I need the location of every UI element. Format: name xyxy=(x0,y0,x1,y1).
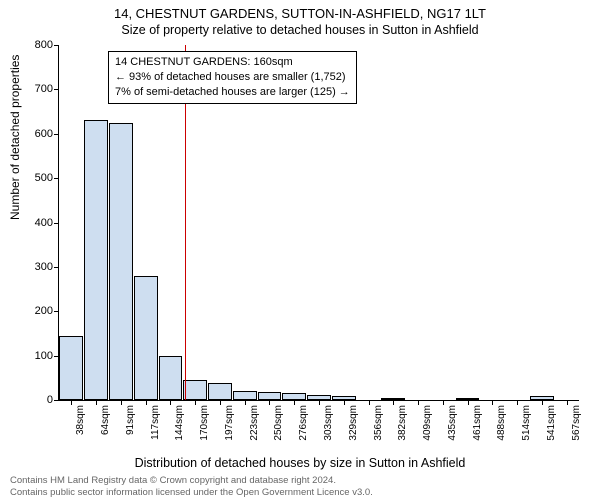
x-tick-mark xyxy=(393,400,394,405)
y-tick-mark xyxy=(54,223,59,224)
x-axis-label: Distribution of detached houses by size … xyxy=(0,456,600,470)
y-tick-label: 300 xyxy=(19,261,53,273)
x-tick-mark xyxy=(245,400,246,405)
x-tick-mark xyxy=(443,400,444,405)
x-tick-label: 276sqm xyxy=(298,405,309,441)
histogram-bar xyxy=(159,356,183,400)
x-tick-label: 541sqm xyxy=(546,405,557,441)
x-tick-label: 64sqm xyxy=(100,405,111,435)
x-tick-mark xyxy=(195,400,196,405)
histogram-bar xyxy=(109,123,133,400)
x-tick-label: 197sqm xyxy=(224,405,235,441)
x-tick-label: 38sqm xyxy=(75,405,86,435)
x-tick-mark xyxy=(146,400,147,405)
y-tick-label: 700 xyxy=(19,83,53,95)
info-line-subject: 14 CHESTNUT GARDENS: 160sqm xyxy=(115,55,350,70)
y-tick-label: 100 xyxy=(19,350,53,362)
x-tick-mark xyxy=(294,400,295,405)
histogram-bar xyxy=(183,380,207,400)
x-tick-mark xyxy=(269,400,270,405)
histogram-bar xyxy=(208,383,232,400)
x-tick-mark xyxy=(542,400,543,405)
x-tick-mark xyxy=(319,400,320,405)
y-tick-label: 0 xyxy=(19,394,53,406)
y-tick-mark xyxy=(54,89,59,90)
x-tick-label: 144sqm xyxy=(174,405,185,441)
footer-line1: Contains HM Land Registry data © Crown c… xyxy=(10,475,373,486)
y-tick-mark xyxy=(54,134,59,135)
x-tick-mark xyxy=(468,400,469,405)
x-tick-label: 514sqm xyxy=(521,405,532,441)
histogram-bar xyxy=(59,336,83,400)
x-tick-mark xyxy=(71,400,72,405)
x-tick-label: 488sqm xyxy=(496,405,507,441)
y-tick-mark xyxy=(54,356,59,357)
x-tick-mark xyxy=(418,400,419,405)
y-tick-label: 600 xyxy=(19,128,53,140)
x-tick-label: 435sqm xyxy=(447,405,458,441)
x-tick-label: 461sqm xyxy=(472,405,483,441)
histogram-bar xyxy=(84,120,108,400)
x-tick-label: 382sqm xyxy=(397,405,408,441)
x-tick-label: 567sqm xyxy=(571,405,582,441)
info-box: 14 CHESTNUT GARDENS: 160sqm ← 93% of det… xyxy=(108,51,357,104)
x-tick-mark xyxy=(96,400,97,405)
y-tick-mark xyxy=(54,267,59,268)
chart-container: 14, CHESTNUT GARDENS, SUTTON-IN-ASHFIELD… xyxy=(0,0,600,500)
y-tick-mark xyxy=(54,178,59,179)
y-tick-mark xyxy=(54,45,59,46)
footer-line2: Contains public sector information licen… xyxy=(10,487,373,498)
x-tick-mark xyxy=(344,400,345,405)
x-tick-mark xyxy=(567,400,568,405)
y-tick-mark xyxy=(54,400,59,401)
chart-title-address: 14, CHESTNUT GARDENS, SUTTON-IN-ASHFIELD… xyxy=(0,0,600,21)
y-tick-label: 200 xyxy=(19,305,53,317)
histogram-bar xyxy=(258,392,282,400)
x-tick-mark xyxy=(170,400,171,405)
x-tick-label: 329sqm xyxy=(348,405,359,441)
x-tick-mark xyxy=(121,400,122,405)
info-line-larger: 7% of semi-detached houses are larger (1… xyxy=(115,85,350,100)
x-tick-mark xyxy=(369,400,370,405)
x-tick-label: 91sqm xyxy=(125,405,136,435)
x-tick-label: 356sqm xyxy=(373,405,384,441)
x-tick-mark xyxy=(492,400,493,405)
histogram-bar xyxy=(233,391,257,400)
x-tick-mark xyxy=(220,400,221,405)
histogram-bar xyxy=(282,393,306,400)
y-tick-label: 800 xyxy=(19,39,53,51)
y-tick-label: 400 xyxy=(19,217,53,229)
histogram-bar xyxy=(134,276,158,400)
chart-area: 010020030040050060070080038sqm64sqm91sqm… xyxy=(58,45,578,400)
x-tick-label: 223sqm xyxy=(249,405,260,441)
y-tick-mark xyxy=(54,311,59,312)
y-tick-label: 500 xyxy=(19,172,53,184)
x-tick-label: 303sqm xyxy=(323,405,334,441)
x-tick-label: 170sqm xyxy=(199,405,210,441)
footer-attribution: Contains HM Land Registry data © Crown c… xyxy=(10,475,373,498)
x-tick-label: 250sqm xyxy=(273,405,284,441)
x-tick-mark xyxy=(517,400,518,405)
chart-title-description: Size of property relative to detached ho… xyxy=(0,21,600,37)
info-line-smaller: ← 93% of detached houses are smaller (1,… xyxy=(115,70,350,85)
x-tick-label: 117sqm xyxy=(150,405,161,440)
x-tick-label: 409sqm xyxy=(422,405,433,441)
